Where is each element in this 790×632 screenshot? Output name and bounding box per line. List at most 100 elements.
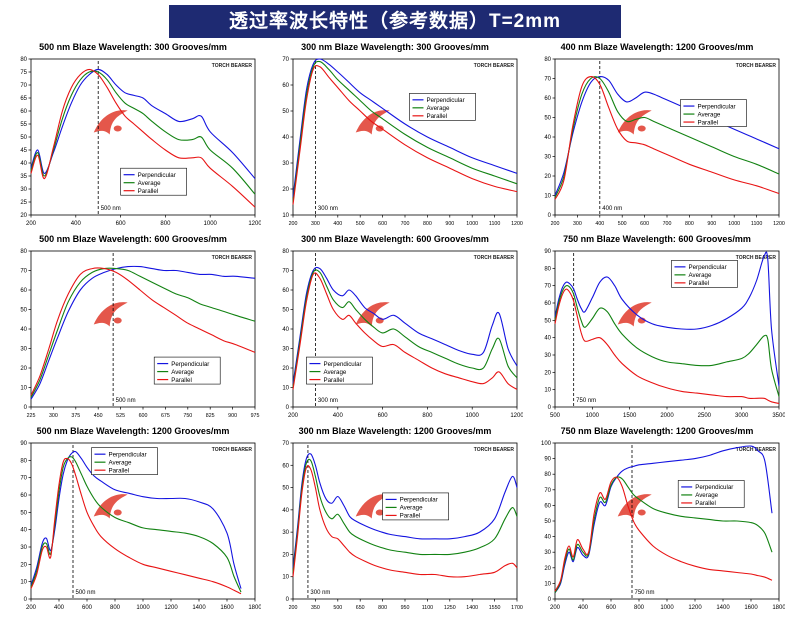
y-tick-label: 10 — [544, 581, 551, 587]
x-tick-label: 500 — [333, 605, 342, 611]
y-tick-label: 20 — [282, 187, 289, 193]
legend-label: Average — [108, 459, 131, 466]
y-tick-label: 45 — [20, 148, 27, 154]
y-tick-label: 20 — [544, 370, 551, 376]
y-tick-label: 40 — [282, 135, 289, 141]
y-tick-label: 10 — [282, 386, 289, 392]
y-tick-label: 0 — [548, 405, 552, 411]
x-tick-label: 200 — [289, 605, 298, 611]
chart-canvas: TORCH BEARER 0 10 20 30 40 50 60 70 200 350 500 650 8… — [282, 441, 523, 611]
y-tick-label: 40 — [20, 161, 27, 167]
x-tick-label: 1100 — [489, 221, 500, 227]
chart-canvas: TORCH BEARER 0 10 20 30 40 50 60 70 80 90 500 1000 15… — [544, 249, 785, 419]
y-tick-label: 80 — [20, 57, 27, 63]
series-line-parallel — [554, 288, 780, 405]
x-tick-label: 600 — [378, 413, 389, 419]
x-tick-label: 600 — [116, 221, 127, 227]
y-tick-label: 65 — [20, 96, 27, 102]
brand-logo-text: TORCH BEARER — [474, 63, 515, 69]
series-line-parallel — [554, 76, 780, 200]
y-tick-label: 35 — [20, 174, 27, 180]
legend-label: Perpendicular — [400, 497, 438, 504]
chart-title: 300 nm Blaze Wavelength: 1200 Grooves/mm — [298, 426, 492, 436]
page-title-text: 透过率波长特性（参考数据）T=2mm — [228, 11, 562, 32]
legend-label: Average — [138, 180, 161, 187]
series-line-average — [292, 269, 518, 388]
x-tick-label: 1700 — [511, 605, 523, 611]
y-tick-label: 90 — [20, 441, 27, 447]
series-line-perpendicular — [292, 266, 518, 384]
x-tick-label: 900 — [707, 221, 716, 227]
x-tick-label: 400 — [54, 605, 65, 611]
legend-label: Average — [171, 369, 194, 376]
x-tick-label: 600 — [82, 605, 93, 611]
y-tick-label: 60 — [544, 96, 551, 102]
chart-panel: 300 nm Blaze Wavelength: 1200 Grooves/mm… — [264, 424, 526, 616]
chart-title: 400 nm Blaze Wavelength: 1200 Grooves/mm — [560, 42, 754, 52]
y-tick-label: 55 — [20, 122, 27, 128]
y-tick-label: 0 — [24, 405, 28, 411]
x-tick-label: 1400 — [466, 605, 478, 611]
y-tick-label: 10 — [544, 388, 551, 394]
y-tick-label: 50 — [282, 109, 289, 115]
torch-bearer-watermark-icon — [617, 302, 652, 327]
torch-bearer-watermark-icon — [93, 110, 128, 135]
chart-canvas: TORCH BEARER 0 10 20 30 40 50 60 70 80 90 200 400 600… — [20, 441, 261, 611]
y-tick-label: 10 — [544, 194, 551, 200]
y-tick-label: 30 — [282, 161, 289, 167]
y-tick-label: 70 — [282, 269, 289, 275]
series-line-average — [554, 476, 773, 594]
x-tick-label: 1000 — [466, 221, 478, 227]
x-tick-label: 975 — [251, 413, 260, 419]
brand-logo-text: TORCH BEARER — [212, 255, 253, 261]
x-tick-label: 500 — [550, 413, 561, 419]
series-line-perpendicular — [30, 450, 242, 589]
x-tick-label: 500 — [356, 221, 365, 227]
y-tick-label: 50 — [544, 318, 551, 324]
blaze-wavelength-label: 500 nm — [101, 206, 121, 212]
y-tick-label: 60 — [282, 463, 289, 469]
y-tick-label: 70 — [544, 284, 551, 290]
legend-label: Perpendicular — [108, 451, 146, 458]
chart-title: 500 nm Blaze Wavelength: 600 Grooves/mm — [39, 234, 227, 244]
y-tick-label: 30 — [20, 187, 27, 193]
x-tick-label: 400 — [595, 221, 604, 227]
y-tick-label: 40 — [282, 508, 289, 514]
y-tick-label: 20 — [20, 213, 27, 219]
brand-logo-text: TORCH BEARER — [212, 63, 253, 69]
x-tick-label: 1100 — [422, 605, 433, 611]
x-tick-label: 1600 — [220, 605, 234, 611]
chart-title: 300 nm Blaze Wavelength: 600 Grooves/mm — [301, 234, 489, 244]
legend-label: Average — [323, 369, 346, 376]
y-tick-label: 40 — [544, 535, 551, 541]
x-tick-label: 800 — [685, 221, 694, 227]
x-tick-label: 1400 — [192, 605, 206, 611]
y-tick-label: 60 — [20, 109, 27, 115]
y-tick-label: 70 — [20, 476, 27, 482]
chart-panel: 300 nm Blaze Wavelength: 300 Grooves/mm … — [264, 40, 526, 232]
legend-label: Parallel — [171, 377, 192, 384]
x-tick-label: 1000 — [728, 221, 740, 227]
x-tick-label: 1200 — [248, 221, 261, 227]
series-line-parallel — [30, 267, 256, 396]
y-tick-label: 60 — [544, 301, 551, 307]
x-tick-label: 700 — [663, 221, 672, 227]
chart-canvas: TORCH BEARER 0 10 20 30 40 50 60 70 80 200 300 400 50… — [544, 57, 785, 227]
torch-bearer-watermark-icon — [93, 302, 128, 327]
x-tick-label: 225 — [27, 413, 36, 419]
x-tick-label: 700 — [401, 221, 410, 227]
y-tick-label: 10 — [282, 575, 289, 581]
x-tick-label: 200 — [550, 605, 561, 611]
series-line-parallel — [292, 64, 518, 205]
y-tick-label: 40 — [544, 336, 551, 342]
x-tick-label: 900 — [445, 221, 454, 227]
chart-panel: 400 nm Blaze Wavelength: 1200 Grooves/mm… — [526, 40, 788, 232]
blaze-wavelength-label: 750 nm — [635, 590, 655, 596]
brand-logo-text: TORCH BEARER — [736, 447, 777, 453]
x-tick-label: 800 — [160, 221, 171, 227]
blaze-wavelength-label: 300 nm — [318, 398, 338, 404]
legend-label: Average — [426, 105, 449, 112]
page-title: 透过率波长特性（参考数据）T=2mm — [169, 5, 621, 38]
